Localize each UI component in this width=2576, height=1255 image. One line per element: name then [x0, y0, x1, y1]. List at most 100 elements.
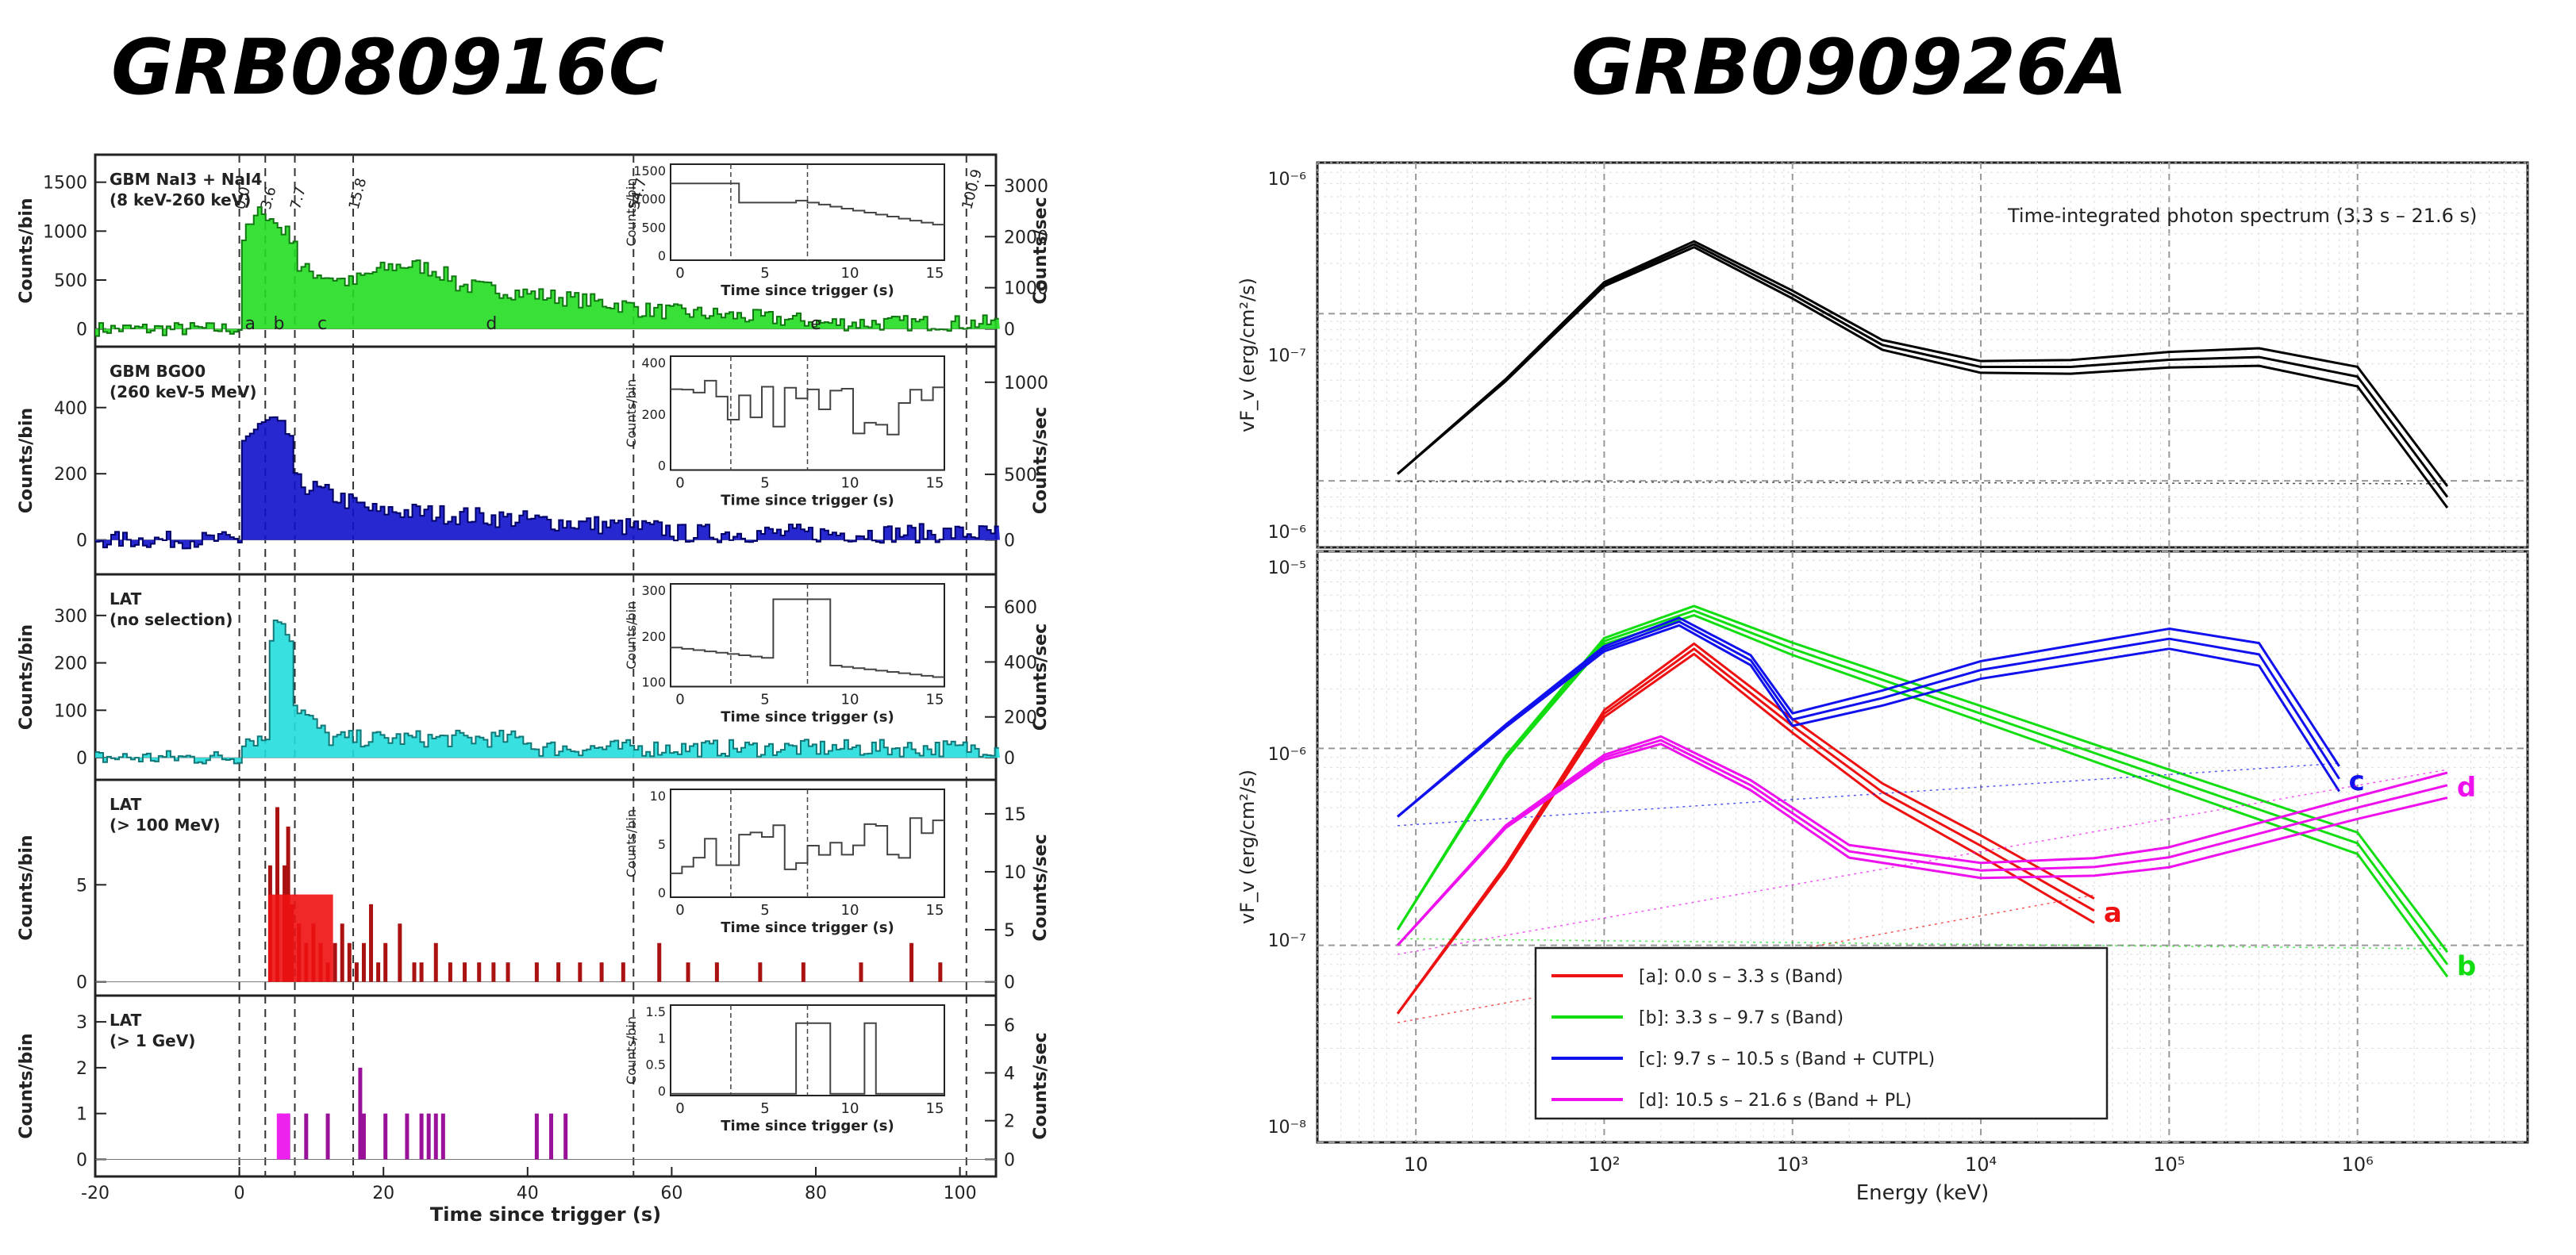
panel-label: (260 keV-5 MeV): [110, 382, 256, 401]
event-bar: [383, 942, 388, 982]
inset-x-tick-label: 15: [926, 1100, 944, 1117]
histogram-line: [95, 416, 999, 550]
panel-label: (> 100 MeV): [110, 816, 221, 835]
histogram-fill: [267, 894, 333, 982]
y-tick-label: 10⁻⁸: [1268, 1118, 1307, 1138]
y-tick-right-label: 200: [1004, 708, 1037, 728]
y-tick-label: 3: [76, 1013, 87, 1033]
inset-panel: 0 5 10 15 Time since trigger (s) 0 200 400Count…: [624, 355, 945, 509]
series-key-d: d: [2457, 772, 2476, 804]
inset-x-tick-label: 15: [926, 475, 944, 492]
inset-panel: 0 5 10 15 Time since trigger (s) 0 5 10 Counts/b…: [624, 789, 945, 936]
inset-y-tick-label: 1: [658, 1030, 666, 1046]
event-bar: [440, 1113, 445, 1160]
y-tick-right-label: 400: [1004, 653, 1037, 673]
x-tick-label: 10: [1404, 1153, 1428, 1176]
spectrum-line-c: [1397, 620, 2340, 818]
legend-entry-d: [d]: 10.5 s – 21.6 s (Band + PL): [1639, 1091, 1912, 1111]
inset-histogram: [671, 182, 944, 226]
x-tick-label: 10⁵: [2153, 1153, 2185, 1176]
y-tick-right-label: 0: [1004, 749, 1015, 769]
event-bar: [325, 1113, 330, 1160]
y-tick-label: 200: [54, 654, 87, 674]
y-tick-right-label: 0: [1004, 1150, 1015, 1170]
series-key-a: a: [2104, 897, 2122, 929]
spectrum-line-b: [1396, 609, 2449, 965]
inset-y-tick-label: 10: [650, 789, 666, 804]
inset-y-tick-label: 0: [658, 1084, 666, 1099]
event-bar: [657, 942, 662, 982]
y-tick-label: 100: [54, 701, 87, 721]
y-tick-right-label: 2: [1004, 1112, 1015, 1132]
inset-panel: 0 5 10 15 Time since trigger (s) 0 500 1000 1500…: [624, 163, 945, 299]
x-tick-label: 60: [660, 1184, 682, 1203]
inset-y-label: Counts/bin: [624, 178, 639, 247]
inset-y-tick-label: 5: [658, 837, 666, 852]
inset-y-tick-label: 1500: [633, 163, 666, 178]
inset-y-tick-label: 300: [641, 583, 666, 598]
event-bar: [477, 962, 482, 982]
y-tick-right-label: 6: [1004, 1016, 1015, 1036]
event-bar: [714, 962, 719, 982]
x-tick-label: 0: [234, 1184, 245, 1203]
y-tick-right-label: 0: [1004, 320, 1015, 340]
event-bar: [534, 1113, 539, 1160]
y-tick-right-label: 0: [1004, 973, 1015, 993]
spectrum-component-c: [1398, 762, 2340, 827]
inset-y-tick-label: 1000: [633, 192, 666, 207]
event-bar: [599, 962, 604, 982]
event-bar: [426, 1113, 431, 1160]
x-tick-label: 10⁶: [2342, 1153, 2374, 1176]
event-bar: [621, 962, 625, 982]
title-left: GRB080916C: [111, 23, 664, 112]
y-tick-right-label: 2000: [1004, 228, 1048, 248]
x-axis-label: Energy (keV): [1856, 1181, 1990, 1205]
y-tick-label: 0: [76, 532, 87, 551]
y-tick-right-label: 500: [1004, 466, 1037, 485]
segment-label: d: [486, 314, 497, 334]
y-tick-label: 1000: [43, 222, 87, 242]
y-axis-label-right: Counts/sec: [1031, 834, 1051, 941]
inset-y-label: Counts/bin: [624, 601, 639, 670]
event-bar: [859, 962, 863, 982]
inset-x-tick-label: 15: [926, 692, 944, 708]
y-tick-label: 1: [76, 1105, 87, 1125]
event-bar: [686, 962, 690, 982]
inset-x-tick-label: 5: [760, 475, 769, 492]
spectrum-line-a: [1396, 642, 2095, 1015]
x-tick-label: -20: [81, 1184, 110, 1203]
panel-label: LAT: [110, 795, 142, 814]
event-bar: [758, 962, 763, 982]
y-axis-label: Counts/bin: [17, 835, 37, 940]
x-axis-label: Time since trigger (s): [430, 1203, 661, 1226]
panel-label: LAT: [110, 589, 142, 608]
spectrum-title: Time-integrated photon spectrum (3.3 s –…: [2007, 205, 2477, 227]
y-tick-right-label: 600: [1004, 598, 1037, 618]
y-tick-label: 5: [76, 876, 87, 896]
inset-y-tick-label: 1.5: [646, 1004, 666, 1019]
legend-entry-b: [b]: 3.3 s – 9.7 s (Band): [1639, 1008, 1844, 1028]
spectrum-line-b: [1396, 604, 2449, 954]
panel-label: (no selection): [110, 610, 233, 629]
event-bar: [448, 962, 452, 982]
inset-histogram: [671, 379, 944, 436]
y-axis-label-right: Counts/sec: [1031, 407, 1051, 514]
event-bar: [563, 1113, 568, 1160]
inset-x-tick-label: 10: [841, 475, 859, 492]
y-axis-label: Counts/bin: [17, 624, 37, 730]
y-axis-label: Counts/bin: [17, 198, 37, 303]
x-tick-label: 80: [805, 1184, 827, 1203]
inset-x-tick-label: 10: [841, 265, 859, 282]
spectrum-line-Band + PL (band): [1397, 240, 2449, 487]
event-bar: [398, 923, 402, 982]
event-bar: [347, 942, 352, 982]
y-tick-right-label: 15: [1004, 805, 1026, 825]
inset-y-label: Counts/bin: [624, 809, 639, 877]
event-bar: [340, 923, 344, 982]
panel-label: GBM BGO0: [110, 362, 206, 381]
right-spectrum-chart: 10⁻⁶ 10⁻⁷ 10⁻⁶ vF_v (erg/cm²/s) Time-integra…: [1236, 161, 2529, 1205]
event-bar: [463, 962, 467, 982]
legend: [a]: 0.0 s – 3.3 s (Band) [b]: 3.3 s – 9.…: [1534, 946, 2109, 1120]
light-curve-panel: 0 1 2 3 0 2 4 6 Counts/bin Counts/sec LAT(> 1 GeV)…: [17, 994, 1051, 1178]
